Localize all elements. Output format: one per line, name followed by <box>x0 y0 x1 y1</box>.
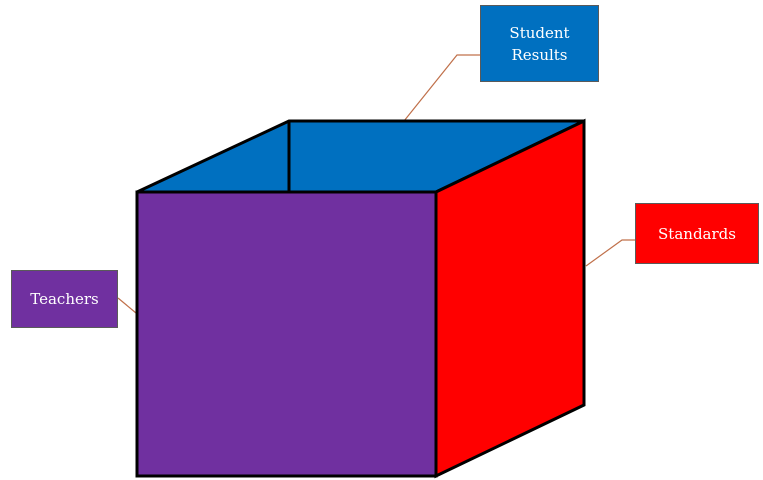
student-results-leader-line <box>403 54 480 122</box>
teachers-label: Teachers <box>30 290 99 308</box>
student-results-label-box: Student Results <box>480 5 599 82</box>
student-results-label-line2: Results <box>511 45 568 64</box>
teachers-label-box: Teachers <box>11 270 118 328</box>
standards-leader-line <box>585 239 635 267</box>
student-results-label-line1: Student <box>509 23 570 42</box>
standards-label: Standards <box>658 224 736 243</box>
standards-label-box: Standards <box>635 203 759 264</box>
teachers-leader-line <box>117 297 137 314</box>
cube-front-face <box>135 190 438 478</box>
